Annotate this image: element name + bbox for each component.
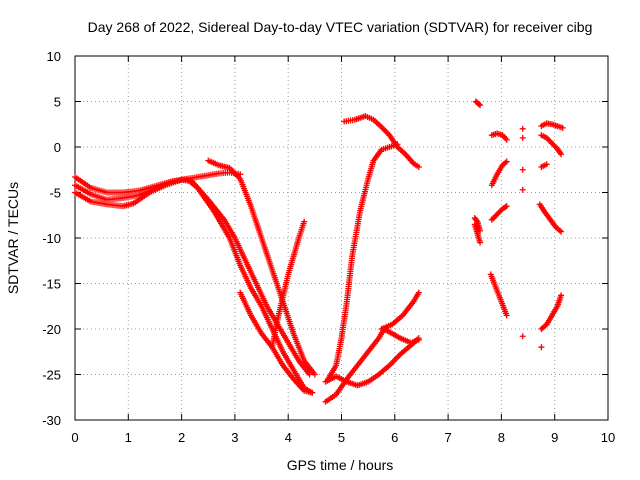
series-seg-9-e [538, 292, 565, 332]
x-tick-labels: 0 1 2 3 4 5 6 7 8 9 10 [71, 430, 615, 445]
series-arc-low-j [378, 289, 422, 332]
data-point [558, 151, 565, 158]
axis-ticks [74, 55, 609, 421]
y-tick-label: -25 [42, 368, 61, 383]
data-point [476, 101, 483, 108]
plot-frame [74, 55, 609, 421]
series-seg-7.5-c [471, 214, 484, 234]
y-tick-label: 10 [47, 49, 61, 64]
data-point [519, 134, 526, 141]
data-point [503, 136, 510, 143]
data-point [503, 312, 510, 319]
data-point [503, 158, 510, 165]
x-tick-label: 6 [391, 430, 398, 445]
data-point [543, 161, 550, 168]
series-arc-fall-e [237, 289, 316, 396]
y-tick-label: -10 [42, 231, 61, 246]
data-point [306, 371, 313, 378]
data-point [519, 166, 526, 173]
series-seg-8-a [488, 130, 510, 143]
series-seg-8-b [488, 158, 510, 189]
data-point [559, 124, 566, 131]
series-arc-early-b [72, 176, 313, 378]
series-arc-rise-f [269, 218, 308, 351]
y-tick-label: 5 [54, 95, 61, 110]
series-seg-8-d [487, 271, 510, 319]
grid-lines [75, 56, 608, 420]
series-arc-top-k [341, 113, 422, 171]
x-tick-label: 3 [231, 430, 238, 445]
series-seg-9-c [538, 161, 550, 171]
data-point [415, 336, 422, 343]
series-arc-rise-g [325, 141, 401, 383]
data-point [311, 371, 318, 378]
series-seg-7.5-a [472, 98, 484, 109]
y-tick-label: -30 [42, 413, 61, 428]
data-point [538, 344, 545, 351]
data-point [558, 292, 565, 299]
data-points [72, 98, 566, 405]
y-tick-label: -15 [42, 277, 61, 292]
data-point [519, 333, 526, 340]
data-point [558, 228, 565, 235]
series-arc-low-i [322, 326, 422, 405]
x-tick-label: 1 [125, 430, 132, 445]
data-point [473, 217, 480, 224]
x-tick-label: 9 [551, 430, 558, 445]
x-tick-label: 7 [444, 430, 451, 445]
y-axis-label: SDTVAR / TECUs [5, 182, 21, 294]
chart-title: Day 268 of 2022, Sidereal Day-to-day VTE… [88, 19, 593, 35]
series-arc-fall-d [205, 157, 318, 378]
data-point [309, 389, 316, 396]
x-tick-label: 4 [285, 430, 292, 445]
data-point [477, 239, 484, 246]
data-point [519, 125, 526, 132]
data-point [415, 164, 422, 171]
series-seg-9-a [538, 120, 566, 131]
x-tick-label: 5 [338, 430, 345, 445]
series-seg-8-c [488, 203, 510, 223]
y-tick-label: -5 [49, 186, 61, 201]
series-seg-9-b [538, 132, 565, 158]
data-point [415, 289, 422, 296]
data-point [556, 227, 563, 234]
series-isolated [519, 125, 545, 351]
data-point [477, 227, 484, 234]
series-seg-7.5-b [471, 221, 484, 246]
data-point [477, 102, 484, 109]
x-tick-label: 2 [178, 430, 185, 445]
x-axis-label: GPS time / hours [287, 457, 394, 473]
data-point [519, 186, 526, 193]
x-tick-label: 10 [601, 430, 615, 445]
series-seg-9-d [536, 201, 565, 235]
data-point [301, 218, 308, 225]
y-tick-labels: 10 5 0 -5 -10 -15 -20 -25 -30 [42, 49, 61, 428]
y-tick-label: -20 [42, 322, 61, 337]
x-tick-label: 8 [498, 430, 505, 445]
data-point [503, 203, 510, 210]
y-tick-label: 0 [54, 140, 61, 155]
x-tick-label: 0 [71, 430, 78, 445]
